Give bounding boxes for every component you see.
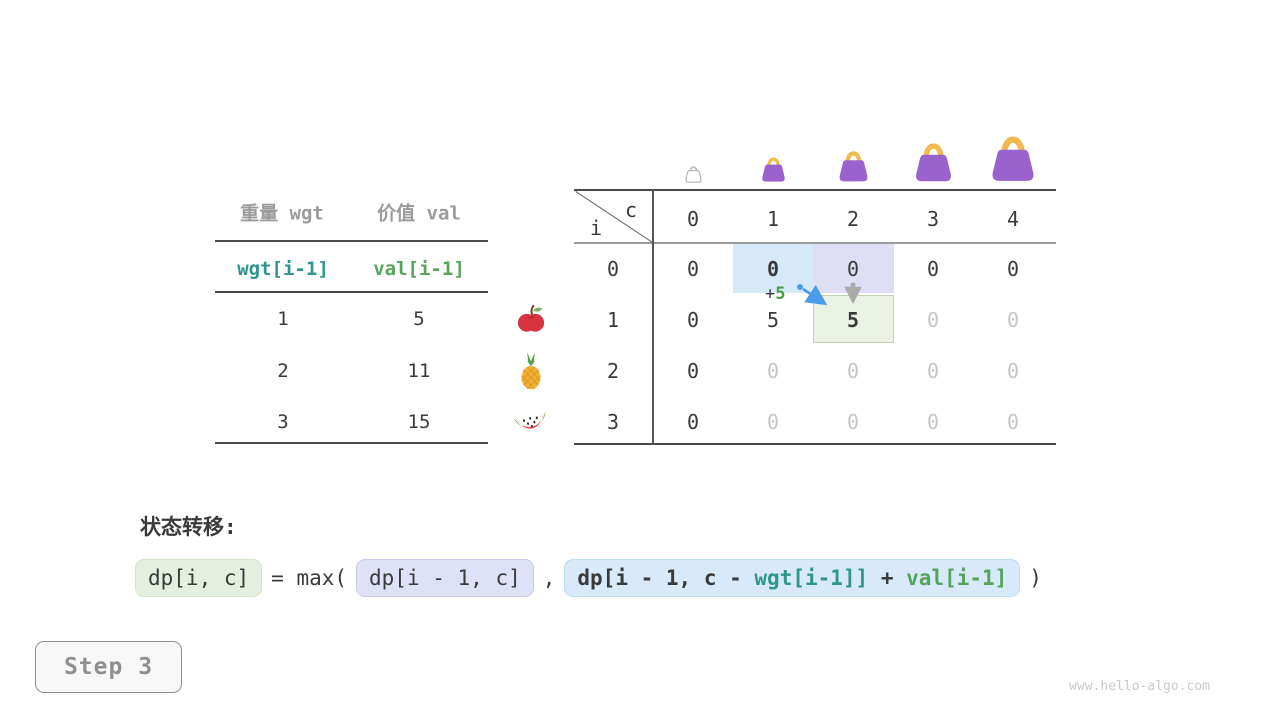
bag-icon [838, 146, 869, 187]
dp-corner-col-var: c [624, 198, 638, 222]
dp-cell-r2c4: 0 [1006, 359, 1020, 383]
dp-col-header-1: 1 [766, 207, 780, 231]
dp-cell-r0c0: 0 [686, 257, 700, 281]
items-table-header-weight: 重量 wgt [240, 202, 324, 225]
apple-icon [516, 303, 546, 335]
dp-cell-r0c1: 0 [766, 257, 780, 281]
dp-cell-r3c0: 0 [686, 410, 700, 434]
arrow-from-left-cell [797, 284, 828, 306]
dp-cell-r3c2: 0 [846, 410, 860, 434]
dp-corner-row-var: i [589, 216, 603, 240]
dp-row-header-2: 2 [606, 359, 620, 383]
dp-col-header-0: 0 [686, 207, 700, 231]
dp-row-header-3: 3 [606, 410, 620, 434]
item-value-1: 5 [413, 308, 425, 330]
bag-icon [914, 137, 953, 187]
item-value-2: 11 [407, 360, 431, 382]
dp-cell-r1c3: 0 [926, 308, 940, 332]
state-transition-formula: dp[i, c] = max( dp[i - 1, c] , dp[i - 1,… [135, 559, 1042, 597]
arrow-from-top-cell [844, 282, 862, 305]
dp-cell-r2c1: 0 [766, 359, 780, 383]
dp-cell-r1c0: 0 [686, 308, 700, 332]
item-value-3: 15 [407, 411, 431, 433]
dp-col-header-3: 3 [926, 207, 940, 231]
annotation-value: 5 [775, 284, 786, 304]
items-table-rule-bottom [215, 442, 488, 444]
item-weight-3: 3 [277, 411, 289, 433]
bag-icon [761, 153, 786, 187]
formula-close-paren: ) [1029, 566, 1042, 590]
items-table-header-value: 价值 val [377, 202, 461, 225]
dp-cell-r3c1: 0 [766, 410, 780, 434]
dp-cell-r0c4: 0 [1006, 257, 1020, 281]
dp-col-header-2: 2 [846, 207, 860, 231]
formula-comma: , [542, 566, 556, 590]
dp-table-rule-vertical [652, 189, 654, 445]
dp-cell-r0c3: 0 [926, 257, 940, 281]
empty-bag-icon [684, 163, 702, 187]
items-table-var-val: val[i-1] [373, 258, 465, 280]
dp-table-rule-bottom [574, 443, 1056, 445]
dp-cell-r1c1: 5 [766, 308, 780, 332]
watermelon-icon [513, 409, 549, 435]
items-table-rule-mid [215, 291, 488, 293]
formula-lhs: dp[i, c] [135, 559, 263, 597]
dp-cell-r2c0: 0 [686, 359, 700, 383]
items-table-rule-top [215, 240, 488, 242]
pineapple-icon [516, 351, 546, 391]
plus-value-annotation: +5 [765, 284, 786, 304]
dp-row-header-1: 1 [606, 308, 620, 332]
dp-cell-r1c2: 5 [846, 308, 860, 332]
dp-cell-r3c3: 0 [926, 410, 940, 434]
dp-cell-r2c2: 0 [846, 359, 860, 383]
formula-take-part-dark: + [868, 566, 907, 590]
formula-take-part-dark: dp[i - 1, c - [577, 566, 755, 590]
dp-row-header-0: 0 [606, 257, 620, 281]
watermark: www.hello-algo.com [1069, 679, 1210, 694]
item-weight-1: 1 [277, 308, 289, 330]
formula-keep-option: dp[i - 1, c] [356, 559, 534, 597]
dp-cell-r1c4: 0 [1006, 308, 1020, 332]
dp-cell-r2c3: 0 [926, 359, 940, 383]
state-transition-label: 状态转移: [140, 515, 237, 539]
dp-cell-r3c4: 0 [1006, 410, 1020, 434]
dp-table-rule-top [574, 189, 1056, 191]
formula-take-part-teal: wgt[i-1]] [754, 566, 869, 590]
dp-table-rule-header [574, 242, 1056, 244]
bag-icon [990, 129, 1036, 187]
dp-cell-r0c2: 0 [846, 257, 860, 281]
annotation-operator: + [765, 284, 776, 304]
item-weight-2: 2 [277, 360, 289, 382]
dp-col-header-4: 4 [1006, 207, 1020, 231]
step-button: Step 3 [35, 641, 182, 693]
items-table-var-wgt: wgt[i-1] [237, 258, 329, 280]
formula-take-part-green: val[i-1] [906, 566, 1008, 590]
formula-take-option: dp[i - 1, c - wgt[i-1]] + val[i-1] [564, 559, 1021, 597]
formula-eq-max: = max( [271, 566, 348, 590]
